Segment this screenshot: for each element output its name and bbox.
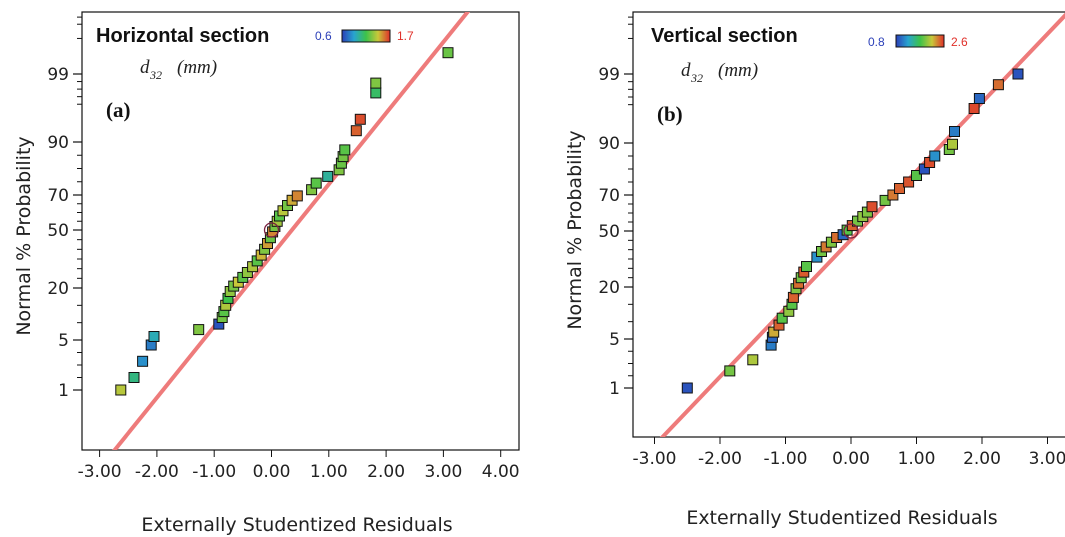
y-tick-label: 70 — [47, 186, 69, 206]
y-tick-label: 1 — [609, 379, 620, 399]
y-tick-label: 20 — [47, 279, 69, 299]
x-tick-label: -3.00 — [78, 462, 122, 482]
data-point — [947, 138, 958, 150]
svg-text:(mm): (mm) — [718, 60, 758, 81]
data-point — [148, 331, 160, 342]
x-tick-label: 0.00 — [253, 462, 291, 482]
data-point — [724, 365, 736, 377]
variable-label: d 32 (mm) — [140, 57, 217, 82]
panel-label: (b) — [657, 102, 683, 126]
data-point — [776, 312, 788, 324]
y-tick-label: 90 — [598, 134, 620, 154]
data-point — [903, 176, 915, 188]
y-tick-label: 20 — [598, 278, 620, 298]
svg-text:d: d — [681, 60, 691, 81]
svg-text:(mm): (mm) — [177, 57, 217, 78]
panel-vertical-section: -3.00 -2.00 -1.00 0.00 1.00 2.00 3.00 1 5 20 50 70 9… — [564, 11, 1065, 529]
x-axis-label: Externally Studentized Residuals — [141, 514, 452, 536]
data-point — [370, 87, 382, 99]
color-max-label: 2.6 — [951, 35, 968, 49]
reference-line — [112, 12, 471, 450]
color-bar — [341, 29, 391, 43]
data-point — [310, 177, 322, 189]
panel-horizontal-section: -3.00 -2.00 -1.00 0.00 1.00 2.00 3.00 4.00 1 5 20 5… — [13, 11, 520, 536]
x-tick-label: 3.00 — [1029, 449, 1065, 469]
data-point — [968, 103, 980, 114]
axis-ticks: -3.00 -2.00 -1.00 0.00 1.00 2.00 3.00 4.00 1 5 20 5… — [47, 16, 520, 482]
data-point — [911, 170, 922, 181]
y-tick-label: 50 — [598, 222, 620, 242]
plot-frame — [632, 11, 1065, 438]
x-tick-label: -2.00 — [698, 449, 742, 469]
y-tick-label: 5 — [609, 330, 620, 350]
svg-text:32: 32 — [149, 68, 162, 82]
x-tick-label: 2.00 — [963, 449, 1001, 469]
data-point — [747, 354, 759, 366]
svg-text:32: 32 — [690, 71, 703, 85]
data-point — [128, 372, 140, 383]
chart-title: Horizontal section — [96, 25, 269, 47]
color-bar — [895, 34, 945, 48]
axis-ticks: -3.00 -2.00 -1.00 0.00 1.00 2.00 3.00 1 5 20 50 70 9… — [598, 16, 1065, 469]
data-point — [681, 382, 693, 394]
data-point — [1012, 68, 1024, 80]
x-tick-label: 1.00 — [310, 462, 348, 482]
y-tick-label: 50 — [47, 221, 69, 241]
y-tick-label: 70 — [598, 186, 620, 206]
data-point — [894, 183, 905, 194]
x-tick-label: 0.00 — [832, 449, 870, 469]
data-point — [115, 384, 127, 396]
x-tick-label: -3.00 — [633, 449, 677, 469]
data-point — [801, 261, 812, 272]
data-points — [681, 68, 1024, 394]
plot-frame — [81, 11, 520, 451]
data-point — [370, 77, 382, 89]
highlight-marker — [263, 222, 280, 238]
y-tick-label: 99 — [598, 65, 620, 85]
data-points — [115, 47, 454, 396]
y-tick-label: 99 — [47, 65, 69, 85]
data-point — [442, 47, 454, 59]
color-min-label: 0.8 — [868, 35, 885, 49]
data-point — [929, 150, 941, 162]
variable-label: d 32 (mm) — [681, 60, 758, 85]
chart-title: Vertical section — [651, 25, 798, 47]
highlight-marker — [843, 223, 859, 239]
x-tick-label: -1.00 — [192, 462, 236, 482]
x-tick-label: -2.00 — [135, 462, 179, 482]
x-axis-label: Externally Studentized Residuals — [686, 507, 997, 529]
x-tick-label: -1.00 — [764, 449, 808, 469]
y-axis-label: Normal % Probability — [564, 130, 586, 329]
svg-text:d: d — [140, 57, 150, 78]
y-axis-label: Normal % Probability — [13, 136, 35, 335]
x-tick-label: 1.00 — [898, 449, 936, 469]
data-point — [887, 189, 899, 201]
data-point — [949, 126, 960, 137]
data-point — [339, 144, 351, 156]
panel-label: (a) — [106, 98, 131, 122]
data-point — [992, 79, 1004, 91]
x-tick-label: 2.00 — [367, 462, 405, 482]
data-point — [866, 201, 878, 213]
data-point — [350, 125, 362, 137]
data-point — [137, 355, 149, 367]
data-point — [322, 170, 334, 182]
color-max-label: 1.7 — [397, 29, 414, 43]
color-min-label: 0.6 — [315, 29, 332, 43]
x-tick-label: 4.00 — [482, 462, 520, 482]
data-point — [354, 113, 366, 125]
data-point — [973, 93, 985, 104]
y-tick-label: 90 — [47, 133, 69, 153]
y-tick-label: 1 — [58, 381, 69, 401]
x-tick-label: 3.00 — [424, 462, 462, 482]
data-point — [291, 190, 303, 202]
y-tick-label: 5 — [58, 331, 69, 351]
data-point — [193, 324, 205, 336]
